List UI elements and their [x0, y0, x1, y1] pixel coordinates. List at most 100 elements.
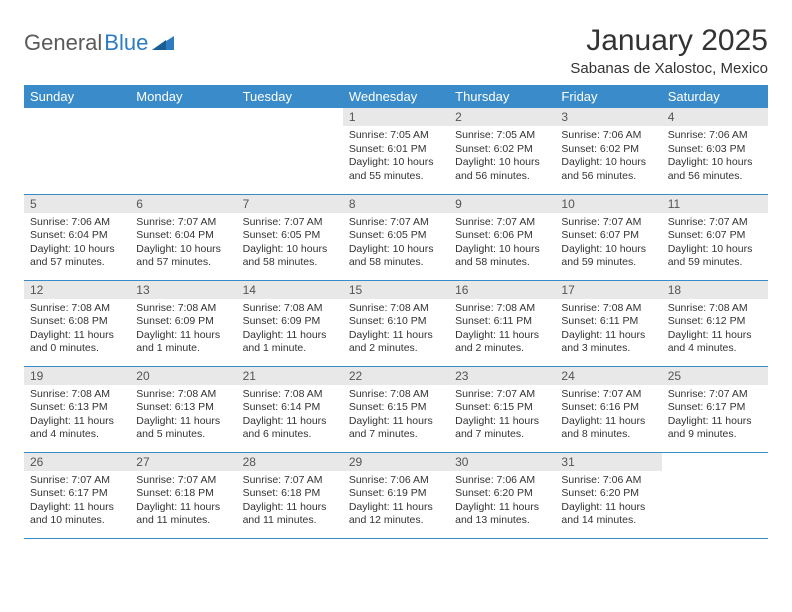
calendar-day-cell: 19Sunrise: 7:08 AMSunset: 6:13 PMDayligh… [24, 366, 130, 452]
day-details: Sunrise: 7:05 AMSunset: 6:01 PMDaylight:… [343, 126, 449, 188]
day-number: 2 [449, 108, 555, 126]
calendar-day-cell: 5Sunrise: 7:06 AMSunset: 6:04 PMDaylight… [24, 194, 130, 280]
day-details: Sunrise: 7:07 AMSunset: 6:18 PMDaylight:… [237, 471, 343, 533]
daylight-text: Daylight: 11 hours and 4 minutes. [30, 415, 124, 442]
day-number [24, 108, 130, 126]
day-number [237, 108, 343, 126]
day-details: Sunrise: 7:07 AMSunset: 6:16 PMDaylight:… [555, 385, 661, 447]
day-number: 11 [662, 195, 768, 213]
calendar-day-cell: 10Sunrise: 7:07 AMSunset: 6:07 PMDayligh… [555, 194, 661, 280]
sunrise-text: Sunrise: 7:07 AM [349, 216, 443, 230]
sunrise-text: Sunrise: 7:07 AM [136, 474, 230, 488]
sunset-text: Sunset: 6:08 PM [30, 315, 124, 329]
daylight-text: Daylight: 10 hours and 56 minutes. [561, 156, 655, 183]
day-details: Sunrise: 7:06 AMSunset: 6:19 PMDaylight:… [343, 471, 449, 533]
day-details: Sunrise: 7:07 AMSunset: 6:05 PMDaylight:… [237, 213, 343, 275]
daylight-text: Daylight: 11 hours and 7 minutes. [349, 415, 443, 442]
sunrise-text: Sunrise: 7:08 AM [349, 302, 443, 316]
calendar-day-cell: 15Sunrise: 7:08 AMSunset: 6:10 PMDayligh… [343, 280, 449, 366]
calendar-header-row: SundayMondayTuesdayWednesdayThursdayFrid… [24, 85, 768, 108]
sunset-text: Sunset: 6:15 PM [349, 401, 443, 415]
daylight-text: Daylight: 10 hours and 56 minutes. [668, 156, 762, 183]
sunset-text: Sunset: 6:13 PM [30, 401, 124, 415]
daylight-text: Daylight: 10 hours and 57 minutes. [30, 243, 124, 270]
day-details: Sunrise: 7:08 AMSunset: 6:12 PMDaylight:… [662, 299, 768, 361]
sunrise-text: Sunrise: 7:07 AM [30, 474, 124, 488]
sunrise-text: Sunrise: 7:06 AM [561, 129, 655, 143]
calendar-day-cell: 31Sunrise: 7:06 AMSunset: 6:20 PMDayligh… [555, 452, 661, 538]
calendar-day-cell: 22Sunrise: 7:08 AMSunset: 6:15 PMDayligh… [343, 366, 449, 452]
calendar-day-cell: 8Sunrise: 7:07 AMSunset: 6:05 PMDaylight… [343, 194, 449, 280]
day-number: 30 [449, 453, 555, 471]
day-details: Sunrise: 7:07 AMSunset: 6:17 PMDaylight:… [662, 385, 768, 447]
brand-logo: GeneralBlue [24, 24, 174, 56]
day-details: Sunrise: 7:08 AMSunset: 6:14 PMDaylight:… [237, 385, 343, 447]
sunset-text: Sunset: 6:04 PM [136, 229, 230, 243]
sunset-text: Sunset: 6:05 PM [243, 229, 337, 243]
calendar-day-cell: 2Sunrise: 7:05 AMSunset: 6:02 PMDaylight… [449, 108, 555, 194]
day-details: Sunrise: 7:08 AMSunset: 6:08 PMDaylight:… [24, 299, 130, 361]
sunset-text: Sunset: 6:11 PM [455, 315, 549, 329]
daylight-text: Daylight: 11 hours and 1 minute. [243, 329, 337, 356]
daylight-text: Daylight: 10 hours and 59 minutes. [668, 243, 762, 270]
calendar-day-cell: 11Sunrise: 7:07 AMSunset: 6:07 PMDayligh… [662, 194, 768, 280]
sunrise-text: Sunrise: 7:06 AM [561, 474, 655, 488]
day-number: 4 [662, 108, 768, 126]
daylight-text: Daylight: 11 hours and 11 minutes. [136, 501, 230, 528]
sunset-text: Sunset: 6:19 PM [349, 487, 443, 501]
weekday-header: Tuesday [237, 85, 343, 108]
day-number: 25 [662, 367, 768, 385]
sunset-text: Sunset: 6:01 PM [349, 143, 443, 157]
sunset-text: Sunset: 6:07 PM [668, 229, 762, 243]
sunset-text: Sunset: 6:09 PM [136, 315, 230, 329]
title-block: January 2025 Sabanas de Xalostoc, Mexico [570, 24, 768, 77]
calendar-week-row: 19Sunrise: 7:08 AMSunset: 6:13 PMDayligh… [24, 366, 768, 452]
daylight-text: Daylight: 10 hours and 58 minutes. [455, 243, 549, 270]
sunrise-text: Sunrise: 7:08 AM [455, 302, 549, 316]
calendar-week-row: 26Sunrise: 7:07 AMSunset: 6:17 PMDayligh… [24, 452, 768, 538]
sunrise-text: Sunrise: 7:07 AM [561, 388, 655, 402]
calendar-day-cell: 12Sunrise: 7:08 AMSunset: 6:08 PMDayligh… [24, 280, 130, 366]
day-details: Sunrise: 7:07 AMSunset: 6:07 PMDaylight:… [555, 213, 661, 275]
day-number: 23 [449, 367, 555, 385]
calendar-day-cell: 16Sunrise: 7:08 AMSunset: 6:11 PMDayligh… [449, 280, 555, 366]
sunset-text: Sunset: 6:10 PM [349, 315, 443, 329]
daylight-text: Daylight: 10 hours and 56 minutes. [455, 156, 549, 183]
day-details: Sunrise: 7:07 AMSunset: 6:05 PMDaylight:… [343, 213, 449, 275]
sunset-text: Sunset: 6:03 PM [668, 143, 762, 157]
day-details: Sunrise: 7:07 AMSunset: 6:17 PMDaylight:… [24, 471, 130, 533]
day-number: 13 [130, 281, 236, 299]
sunset-text: Sunset: 6:05 PM [349, 229, 443, 243]
sunrise-text: Sunrise: 7:07 AM [455, 216, 549, 230]
daylight-text: Daylight: 11 hours and 4 minutes. [668, 329, 762, 356]
sunrise-text: Sunrise: 7:08 AM [30, 302, 124, 316]
sunrise-text: Sunrise: 7:07 AM [455, 388, 549, 402]
day-details: Sunrise: 7:07 AMSunset: 6:04 PMDaylight:… [130, 213, 236, 275]
weekday-header: Friday [555, 85, 661, 108]
sunrise-text: Sunrise: 7:07 AM [561, 216, 655, 230]
day-details: Sunrise: 7:06 AMSunset: 6:20 PMDaylight:… [449, 471, 555, 533]
brand-text-2: Blue [104, 30, 148, 56]
calendar-day-cell: 27Sunrise: 7:07 AMSunset: 6:18 PMDayligh… [130, 452, 236, 538]
calendar-table: SundayMondayTuesdayWednesdayThursdayFrid… [24, 85, 768, 539]
day-details: Sunrise: 7:06 AMSunset: 6:03 PMDaylight:… [662, 126, 768, 188]
day-details: Sunrise: 7:06 AMSunset: 6:04 PMDaylight:… [24, 213, 130, 275]
calendar-day-cell: 20Sunrise: 7:08 AMSunset: 6:13 PMDayligh… [130, 366, 236, 452]
day-number: 15 [343, 281, 449, 299]
daylight-text: Daylight: 10 hours and 58 minutes. [243, 243, 337, 270]
sunset-text: Sunset: 6:02 PM [561, 143, 655, 157]
daylight-text: Daylight: 11 hours and 12 minutes. [349, 501, 443, 528]
day-number: 12 [24, 281, 130, 299]
daylight-text: Daylight: 11 hours and 3 minutes. [561, 329, 655, 356]
day-number: 21 [237, 367, 343, 385]
day-number: 24 [555, 367, 661, 385]
sunrise-text: Sunrise: 7:05 AM [455, 129, 549, 143]
sunrise-text: Sunrise: 7:06 AM [349, 474, 443, 488]
sunset-text: Sunset: 6:15 PM [455, 401, 549, 415]
day-number: 1 [343, 108, 449, 126]
daylight-text: Daylight: 11 hours and 6 minutes. [243, 415, 337, 442]
weekday-header: Saturday [662, 85, 768, 108]
sunrise-text: Sunrise: 7:08 AM [243, 388, 337, 402]
calendar-day-cell: 9Sunrise: 7:07 AMSunset: 6:06 PMDaylight… [449, 194, 555, 280]
calendar-page: GeneralBlue January 2025 Sabanas de Xalo… [0, 0, 792, 539]
